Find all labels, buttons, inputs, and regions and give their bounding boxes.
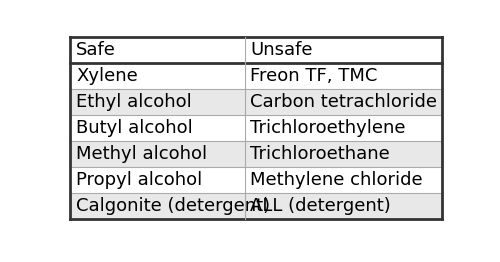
Bar bbox=[244, 141, 442, 167]
Text: ALL (detergent): ALL (detergent) bbox=[250, 197, 391, 215]
Bar bbox=[70, 63, 244, 89]
Text: Methyl alcohol: Methyl alcohol bbox=[76, 145, 207, 163]
Text: Xylene: Xylene bbox=[76, 67, 138, 85]
Text: Carbon tetrachloride: Carbon tetrachloride bbox=[250, 93, 438, 111]
Bar bbox=[244, 63, 442, 89]
Bar bbox=[70, 193, 244, 219]
Text: Butyl alcohol: Butyl alcohol bbox=[76, 119, 193, 137]
Bar bbox=[70, 115, 244, 141]
Bar bbox=[244, 89, 442, 115]
Bar bbox=[70, 89, 244, 115]
Bar bbox=[244, 37, 442, 63]
Text: Unsafe: Unsafe bbox=[250, 41, 313, 59]
Text: Trichloroethane: Trichloroethane bbox=[250, 145, 390, 163]
Text: Ethyl alcohol: Ethyl alcohol bbox=[76, 93, 192, 111]
Text: Trichloroethylene: Trichloroethylene bbox=[250, 119, 406, 137]
Text: Propyl alcohol: Propyl alcohol bbox=[76, 171, 202, 189]
Bar bbox=[70, 37, 244, 63]
Text: Methylene chloride: Methylene chloride bbox=[250, 171, 423, 189]
Bar bbox=[244, 167, 442, 193]
Bar bbox=[244, 193, 442, 219]
Bar bbox=[244, 115, 442, 141]
Bar bbox=[70, 167, 244, 193]
Text: Safe: Safe bbox=[76, 41, 116, 59]
Text: Freon TF, TMC: Freon TF, TMC bbox=[250, 67, 378, 85]
Bar bbox=[70, 141, 244, 167]
Text: Calgonite (detergent): Calgonite (detergent) bbox=[76, 197, 270, 215]
